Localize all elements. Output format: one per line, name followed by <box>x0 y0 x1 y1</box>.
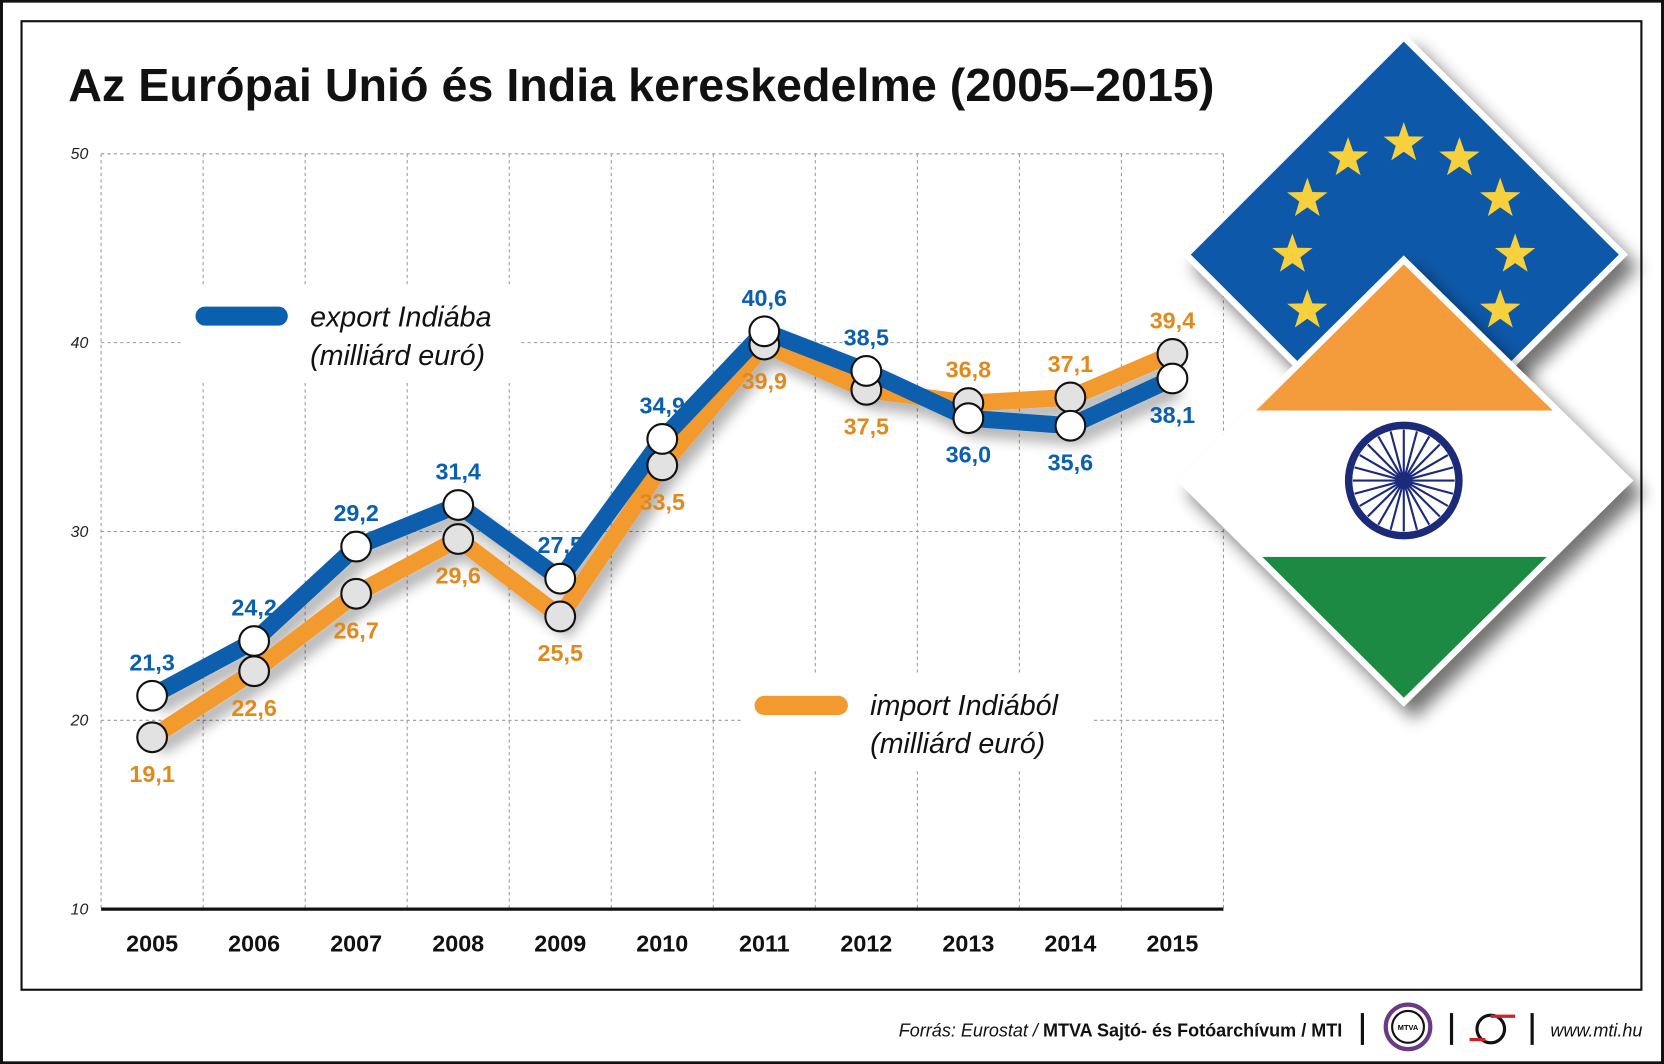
export-point <box>646 423 679 455</box>
export-data-label: 29,2 <box>333 500 378 526</box>
export-data-label: 24,2 <box>231 595 276 621</box>
series-points <box>136 315 1189 754</box>
legend-label-export: export Indiába <box>310 302 491 334</box>
x-tick-label: 2013 <box>942 931 994 957</box>
export-data-label: 31,4 <box>436 459 481 485</box>
import-data-label: 26,7 <box>333 617 378 643</box>
source-archive: MTVA Sajtó- és Fotóarchívum <box>1043 1020 1296 1040</box>
export-data-label: 35,6 <box>1048 449 1093 475</box>
y-tick-label: 20 <box>70 713 89 730</box>
import-point <box>646 449 679 482</box>
x-tick-label: 2007 <box>330 931 382 957</box>
export-point <box>136 679 169 712</box>
mti-logo-icon <box>1469 1013 1516 1045</box>
import-data-label: 37,5 <box>844 413 889 439</box>
x-tick-label: 2006 <box>228 931 280 957</box>
export-point <box>748 315 781 348</box>
export-point <box>1054 409 1087 442</box>
import-point <box>340 577 373 610</box>
y-tick-label: 30 <box>71 524 89 541</box>
import-point <box>238 655 271 688</box>
website-link[interactable]: www.mti.hu <box>1550 1020 1642 1040</box>
import-point <box>442 523 475 555</box>
chart-title: Az Európai Unió és India kereskedelme (2… <box>68 59 1214 111</box>
import-data-label: 39,4 <box>1150 308 1195 334</box>
export-data-label: 38,1 <box>1150 402 1195 428</box>
export-data-label: 21,3 <box>129 649 174 675</box>
import-data-label: 36,8 <box>946 357 991 383</box>
x-tick-label: 2010 <box>636 931 688 957</box>
star-icon <box>1327 136 1369 176</box>
legend-unit-import: (milliárd euró) <box>870 728 1045 760</box>
x-axis: 2005 2006 2007 2008 2009 2010 2011 2012 2013 2014… <box>126 931 1198 957</box>
ashoka-chakra-icon <box>1344 421 1463 540</box>
star-icon <box>1287 289 1328 328</box>
export-data-label: 34,9 <box>640 392 685 418</box>
import-data-label: 29,6 <box>436 563 481 589</box>
export-point <box>442 489 475 521</box>
export-data-label: 38,5 <box>844 325 889 351</box>
y-tick-label: 40 <box>71 335 89 352</box>
export-point <box>850 355 883 387</box>
import-point <box>136 721 169 754</box>
y-tick-label: 10 <box>71 901 89 918</box>
source-credit: Forrás: Eurostat / MTVA Sajtó- és Fotóar… <box>899 1020 1342 1040</box>
source-mti: / MTI <box>1296 1020 1342 1040</box>
x-tick-label: 2011 <box>739 931 790 957</box>
legend-import: import Indiából (milliárd euró) <box>742 673 1093 770</box>
import-data-label: 37,1 <box>1048 351 1093 377</box>
export-point <box>238 625 271 657</box>
export-data-label: 27,5 <box>538 532 583 558</box>
import-point <box>544 600 577 633</box>
star-icon <box>1480 289 1521 328</box>
export-data-label: 36,0 <box>946 442 991 468</box>
y-axis: 10 20 30 40 50 <box>70 146 89 918</box>
x-tick-label: 2008 <box>432 931 484 957</box>
import-data-label: 25,5 <box>538 640 583 666</box>
import-data-label: 39,9 <box>742 368 787 394</box>
data-labels: 21,3 24,2 29,2 31,4 27,5 34,9 40,6 38,5 36,0 35,6… <box>129 285 1195 787</box>
x-tick-label: 2009 <box>534 931 586 957</box>
star-icon <box>1495 233 1536 272</box>
legend-label-import: import Indiából <box>870 690 1058 722</box>
import-data-label: 33,5 <box>640 489 685 515</box>
x-tick-label: 2012 <box>840 931 892 957</box>
import-point <box>1054 381 1087 414</box>
star-icon <box>1272 233 1313 272</box>
legend-export: export Indiába (milliárd euró) <box>180 286 521 382</box>
star-icon <box>1439 136 1480 176</box>
import-data-label: 19,1 <box>129 761 174 787</box>
export-point <box>340 530 373 563</box>
export-data-label: 40,6 <box>742 285 787 311</box>
export-point <box>952 402 985 435</box>
x-tick-label: 2005 <box>126 931 178 957</box>
x-tick-label: 2015 <box>1146 931 1198 957</box>
mtva-logo-text: MTVA <box>1398 1023 1419 1032</box>
star-icon <box>1480 177 1521 217</box>
export-point <box>544 562 577 595</box>
legend-unit-export: (milliárd euró) <box>310 340 485 372</box>
export-point <box>1156 362 1189 395</box>
y-tick-label: 50 <box>71 146 89 163</box>
star-icon <box>1383 121 1424 161</box>
import-data-label: 22,6 <box>231 695 276 721</box>
star-icon <box>1287 177 1328 217</box>
x-tick-label: 2014 <box>1044 931 1096 957</box>
source-prefix: Forrás: Eurostat / <box>899 1020 1043 1040</box>
mtva-logo: MTVA <box>1383 1002 1433 1052</box>
